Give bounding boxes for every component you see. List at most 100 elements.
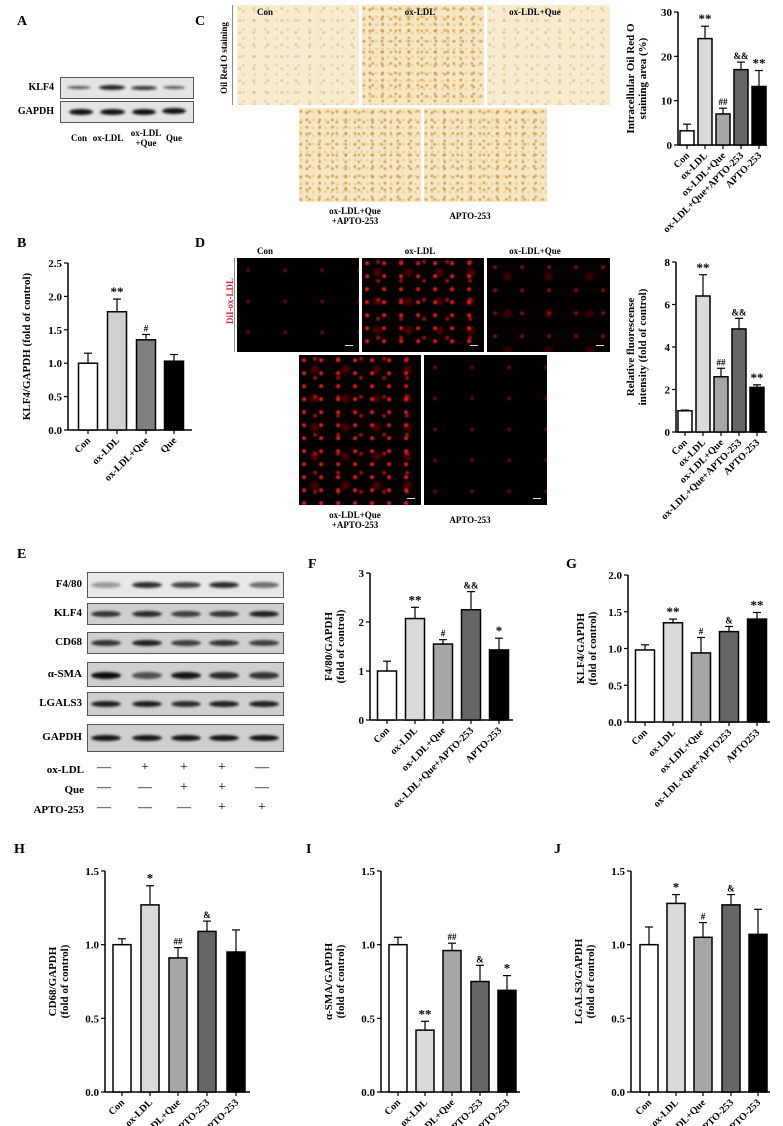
- significance-mark: *: [147, 871, 154, 886]
- bar: [634, 649, 656, 723]
- y-axis-label: CD68/GAPDH: [47, 946, 59, 1016]
- bar: [163, 360, 185, 431]
- significance-mark: #: [701, 912, 706, 922]
- category-label: Con: [634, 1097, 655, 1118]
- significance-mark: ##: [717, 357, 727, 367]
- fluorescence-image-apto: [424, 355, 547, 505]
- treatment-mark: —: [255, 760, 269, 775]
- panel-label-g: G: [566, 557, 577, 572]
- y-tick-label: 2: [665, 385, 671, 397]
- bar: [733, 68, 749, 146]
- y-axis-label: LGALS3/GAPDH: [573, 938, 585, 1024]
- bar: [168, 957, 188, 1093]
- blot-strip-gapdh: [60, 101, 194, 123]
- lane-label: ox-LDL: [92, 133, 124, 143]
- y-tick-label: 2.5: [48, 258, 62, 270]
- lane-label: Que: [165, 133, 182, 143]
- fluorescence-image-ox-ldl-que: [487, 258, 610, 352]
- y-tick-label: 1.5: [85, 866, 99, 878]
- blot-strip-klf4: [60, 77, 194, 99]
- y-tick-label: 1.0: [608, 644, 622, 656]
- bar: [748, 933, 768, 1093]
- y-tick-label: 0.5: [608, 680, 622, 692]
- blot-strip: [87, 662, 284, 687]
- bar: [140, 904, 160, 1093]
- y-axis-label: α-SMA/GAPDH: [323, 943, 335, 1020]
- bar: [662, 622, 684, 723]
- treatment-mark: —: [97, 800, 111, 815]
- y-tick-label: 10: [661, 96, 673, 108]
- bar: [713, 376, 729, 433]
- panel-label-a: A: [17, 14, 28, 29]
- blot-label: α-SMA: [47, 667, 82, 680]
- significance-mark: ##: [448, 932, 458, 942]
- bar: [721, 904, 741, 1093]
- y-tick-label: 2.0: [608, 570, 622, 582]
- image-label: APTO-253: [449, 515, 491, 525]
- significance-mark: *: [673, 880, 680, 895]
- significance-mark: **: [419, 1006, 432, 1021]
- blot-label: GAPDH: [42, 731, 82, 743]
- image-label: Con: [256, 246, 273, 256]
- treatment-mark: +: [180, 760, 188, 775]
- y-tick-label: 0.0: [48, 425, 62, 437]
- treatment-mark: —: [138, 780, 152, 795]
- image-label: ox-LDL: [404, 246, 436, 256]
- bar: [639, 943, 659, 1093]
- bar: [679, 130, 695, 146]
- bar: [226, 951, 246, 1093]
- y-tick-label: 0.5: [85, 1013, 99, 1025]
- significance-mark: ##: [719, 97, 729, 107]
- panel-label-e: E: [17, 547, 27, 562]
- y-tick-label: 2: [359, 617, 365, 629]
- category-label: Con: [107, 1097, 128, 1118]
- image-label: Con: [256, 7, 273, 17]
- y-tick-label: 1.0: [48, 358, 62, 370]
- bar: [376, 670, 398, 721]
- significance-mark: **: [111, 284, 124, 299]
- y-axis-label: KLF4/GAPDH (fold of control): [21, 272, 33, 420]
- treatment-label: APTO-253: [33, 804, 84, 816]
- y-tick-label: 0.0: [361, 1087, 375, 1099]
- bar: [470, 980, 490, 1093]
- bar: [677, 410, 693, 433]
- significance-mark: &: [725, 615, 733, 625]
- blot-label: KLF4: [53, 607, 82, 619]
- y-axis-label: (fold of control): [585, 944, 597, 1018]
- significance-mark: &: [476, 954, 484, 964]
- bar: [404, 617, 426, 721]
- y-tick-label: 20: [661, 51, 673, 63]
- significance-mark: **: [697, 260, 710, 275]
- y-tick-label: 4: [665, 342, 671, 354]
- oil-red-o-image-ox-ldl: [362, 5, 484, 105]
- treatment-label: Que: [64, 784, 84, 796]
- y-tick-label: 30: [661, 7, 673, 19]
- y-tick-label: 0.5: [611, 1013, 625, 1025]
- blot-strip: [87, 692, 284, 716]
- bar: [460, 609, 482, 721]
- bar: [749, 386, 765, 433]
- significance-mark: **: [409, 592, 422, 607]
- bar: [751, 85, 767, 146]
- y-tick-label: 0.5: [361, 1013, 375, 1025]
- bar: [432, 643, 454, 721]
- significance-mark: *: [496, 623, 503, 638]
- y-tick-label: 0: [665, 427, 671, 439]
- oil-red-o-image-con: [237, 5, 359, 105]
- blot-label-klf4: KLF4: [28, 82, 54, 93]
- blot-strip: [87, 724, 284, 752]
- significance-mark: *: [504, 961, 511, 976]
- blot-strip: [87, 603, 284, 625]
- oil-red-o-image-combo: [299, 108, 421, 202]
- treatment-label: ox-LDL: [46, 764, 84, 776]
- image-label: ox-LDL+Que +APTO-253: [329, 510, 381, 530]
- y-tick-label: 3: [359, 568, 365, 580]
- y-tick-label: 1.5: [611, 866, 625, 878]
- y-tick-label: 0.5: [48, 392, 62, 404]
- treatment-mark: +: [258, 800, 266, 815]
- significance-mark: **: [667, 604, 680, 619]
- image-label: ox-LDL+Que: [509, 246, 561, 256]
- y-axis-label: KLF4/GAPDH: [575, 613, 587, 684]
- treatment-mark: +: [141, 760, 149, 775]
